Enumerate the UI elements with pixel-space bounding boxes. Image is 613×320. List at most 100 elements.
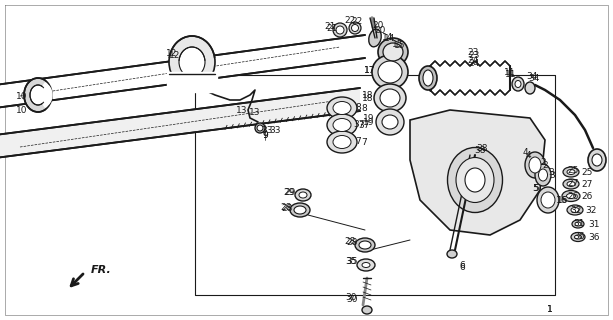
Text: 32: 32	[570, 205, 582, 214]
Text: 4: 4	[522, 148, 528, 156]
Ellipse shape	[419, 66, 437, 90]
Text: 10: 10	[17, 106, 28, 115]
Text: 20: 20	[375, 26, 386, 35]
Text: 32: 32	[585, 205, 596, 214]
Ellipse shape	[362, 262, 370, 268]
Text: 11: 11	[505, 69, 517, 78]
Ellipse shape	[299, 192, 307, 198]
Ellipse shape	[372, 55, 408, 89]
Ellipse shape	[423, 70, 433, 86]
Text: 9: 9	[262, 131, 268, 140]
Text: 28: 28	[346, 237, 358, 246]
Ellipse shape	[566, 194, 576, 198]
Text: 7: 7	[361, 138, 367, 147]
Ellipse shape	[529, 157, 541, 173]
Ellipse shape	[374, 84, 406, 112]
Text: 13: 13	[249, 108, 261, 116]
Ellipse shape	[567, 205, 583, 215]
Text: 4: 4	[525, 150, 531, 159]
Text: 15: 15	[394, 41, 406, 50]
Text: 21: 21	[324, 21, 336, 30]
Ellipse shape	[376, 109, 404, 135]
Text: 26: 26	[567, 191, 579, 201]
Ellipse shape	[369, 29, 381, 47]
Ellipse shape	[257, 125, 263, 131]
Text: 2: 2	[540, 157, 546, 166]
Text: 20: 20	[372, 20, 384, 29]
Text: 10: 10	[17, 92, 28, 100]
Wedge shape	[38, 83, 52, 107]
Text: 22: 22	[351, 17, 363, 26]
Text: 25: 25	[567, 165, 579, 174]
Text: 13: 13	[236, 106, 248, 115]
Text: 12: 12	[169, 51, 181, 60]
Ellipse shape	[383, 43, 403, 61]
Ellipse shape	[333, 101, 351, 115]
Ellipse shape	[515, 81, 521, 87]
Text: 28: 28	[280, 203, 292, 212]
Ellipse shape	[333, 135, 351, 148]
Text: 2: 2	[542, 161, 548, 170]
Text: 24: 24	[467, 55, 479, 65]
Circle shape	[336, 26, 344, 34]
Ellipse shape	[525, 82, 535, 94]
Text: 35: 35	[346, 258, 358, 267]
Polygon shape	[410, 110, 545, 235]
Text: 31: 31	[573, 219, 585, 228]
Ellipse shape	[575, 222, 581, 226]
Circle shape	[349, 22, 361, 34]
Ellipse shape	[327, 131, 357, 153]
Ellipse shape	[512, 77, 524, 91]
Text: 34: 34	[527, 71, 538, 81]
Ellipse shape	[24, 78, 52, 112]
Text: FR.: FR.	[91, 265, 112, 275]
Ellipse shape	[567, 181, 575, 187]
Ellipse shape	[465, 168, 485, 192]
Ellipse shape	[572, 220, 584, 228]
Ellipse shape	[290, 203, 310, 217]
Text: 38: 38	[474, 146, 485, 155]
Polygon shape	[0, 35, 365, 108]
Text: 17: 17	[364, 66, 376, 75]
Text: 28: 28	[281, 204, 292, 212]
Ellipse shape	[447, 250, 457, 258]
Text: 23: 23	[468, 51, 480, 60]
Ellipse shape	[333, 118, 351, 132]
Text: 17: 17	[364, 66, 376, 75]
Ellipse shape	[592, 154, 602, 166]
Text: 25: 25	[581, 167, 593, 177]
Circle shape	[333, 23, 347, 37]
Text: 18: 18	[362, 91, 374, 100]
Ellipse shape	[294, 206, 306, 214]
Text: 9: 9	[262, 131, 268, 140]
Text: 12: 12	[166, 49, 178, 58]
Ellipse shape	[447, 148, 503, 212]
Ellipse shape	[295, 189, 311, 201]
Text: 37: 37	[353, 119, 365, 129]
Text: 5: 5	[533, 183, 539, 193]
Text: 28: 28	[345, 236, 356, 245]
Text: 1: 1	[547, 306, 553, 315]
Text: 5: 5	[532, 183, 538, 193]
Text: 36: 36	[573, 231, 585, 241]
Text: 11: 11	[504, 68, 516, 76]
Ellipse shape	[525, 152, 545, 178]
Text: 15: 15	[392, 39, 404, 49]
Polygon shape	[0, 88, 360, 158]
Ellipse shape	[30, 85, 46, 105]
Text: 27: 27	[581, 180, 593, 188]
Text: 26: 26	[581, 191, 593, 201]
Ellipse shape	[327, 97, 357, 119]
Text: 33: 33	[261, 125, 273, 134]
Ellipse shape	[382, 115, 398, 129]
Ellipse shape	[378, 61, 402, 83]
Text: 1: 1	[547, 306, 553, 315]
Text: 3: 3	[548, 167, 554, 177]
Ellipse shape	[571, 233, 585, 242]
Ellipse shape	[541, 192, 555, 208]
Ellipse shape	[537, 187, 559, 213]
Text: 6: 6	[459, 260, 465, 269]
Ellipse shape	[359, 241, 371, 249]
Ellipse shape	[362, 306, 372, 314]
Text: 31: 31	[588, 220, 600, 228]
